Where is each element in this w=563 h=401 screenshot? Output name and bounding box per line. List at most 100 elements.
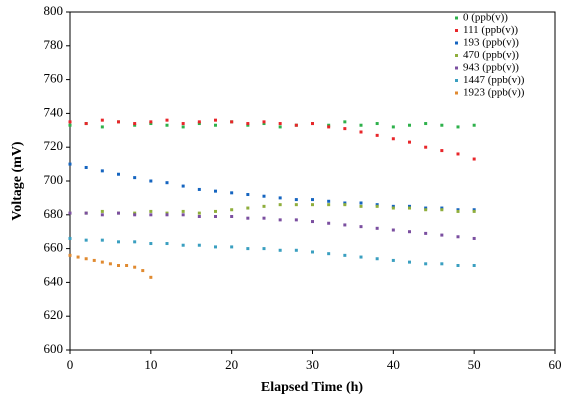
data-point — [84, 238, 88, 242]
legend-label: 470 (ppb(v)) — [463, 49, 519, 61]
data-point — [327, 125, 331, 129]
data-point — [181, 209, 185, 213]
data-point — [149, 242, 153, 246]
legend-label: 1447 (ppb(v)) — [463, 74, 525, 86]
y-tick-label: 760 — [44, 71, 64, 86]
data-point — [100, 169, 104, 173]
data-point — [359, 225, 363, 229]
data-point — [165, 123, 169, 127]
data-point — [456, 208, 460, 212]
y-tick-label: 680 — [44, 206, 64, 221]
y-tick-label: 800 — [44, 3, 64, 18]
data-point — [375, 204, 379, 208]
data-point — [294, 248, 298, 252]
data-point — [133, 211, 137, 215]
data-point — [456, 125, 460, 129]
data-point — [117, 120, 120, 124]
data-point — [84, 257, 88, 261]
data-point — [278, 125, 282, 129]
data-point — [214, 189, 217, 193]
data-point — [214, 118, 217, 122]
data-point — [181, 122, 185, 126]
data-point — [472, 157, 476, 161]
data-point — [100, 238, 104, 242]
legend-label: 1923 (ppb(v)) — [463, 87, 525, 99]
data-point — [359, 201, 363, 205]
data-point — [133, 213, 137, 217]
y-tick-label: 780 — [44, 37, 64, 52]
data-point — [391, 204, 395, 208]
data-point — [68, 253, 72, 257]
data-point — [391, 137, 395, 141]
data-point — [133, 176, 137, 180]
data-point — [375, 257, 379, 261]
data-point — [165, 213, 169, 217]
data-point — [359, 255, 363, 259]
data-point — [214, 245, 217, 249]
data-point — [278, 248, 282, 252]
data-point — [84, 211, 88, 215]
data-point — [165, 211, 169, 215]
data-point — [294, 218, 298, 222]
data-point — [149, 209, 153, 213]
data-point — [262, 120, 266, 124]
data-point — [456, 152, 460, 156]
data-point — [294, 123, 298, 127]
data-point — [359, 130, 363, 134]
data-point — [327, 199, 331, 203]
data-point — [125, 264, 129, 267]
data-point — [76, 255, 80, 259]
data-point — [149, 120, 153, 124]
data-point — [100, 209, 104, 213]
data-point — [100, 213, 104, 217]
data-point — [327, 203, 331, 207]
data-point — [311, 122, 314, 126]
data-point — [214, 123, 217, 127]
data-point — [440, 149, 444, 153]
data-point — [440, 123, 444, 127]
y-tick-label: 620 — [44, 307, 64, 322]
data-point — [197, 214, 201, 218]
data-point — [68, 211, 72, 215]
data-point — [408, 260, 411, 264]
y-axis-label: Voltage (mV) — [10, 141, 25, 221]
data-point — [391, 258, 395, 262]
data-point — [456, 264, 460, 267]
data-point — [472, 209, 476, 213]
data-point — [68, 120, 72, 124]
data-point — [149, 122, 153, 126]
data-point — [133, 265, 137, 269]
data-point — [117, 211, 120, 215]
data-point — [133, 123, 137, 127]
data-point — [391, 228, 395, 232]
data-point — [197, 122, 201, 126]
data-point — [343, 223, 347, 227]
data-point — [92, 258, 96, 262]
data-point — [117, 240, 120, 244]
data-point — [278, 122, 282, 126]
data-point — [375, 226, 379, 230]
y-tick-label: 720 — [44, 138, 64, 153]
data-point — [391, 125, 395, 129]
data-point — [359, 204, 363, 208]
data-point — [294, 198, 298, 202]
data-point — [278, 196, 282, 200]
data-point — [214, 214, 217, 218]
data-point — [440, 206, 444, 210]
data-point — [230, 214, 234, 218]
data-point — [343, 253, 347, 257]
data-point — [68, 123, 72, 127]
data-point — [294, 203, 298, 207]
data-point — [149, 179, 153, 183]
data-point — [100, 125, 104, 129]
data-point — [246, 193, 250, 197]
data-point — [149, 213, 153, 217]
data-point — [311, 198, 314, 202]
x-tick-label: 20 — [225, 357, 238, 372]
data-point — [100, 260, 104, 264]
data-point — [246, 123, 250, 127]
data-point — [327, 252, 331, 256]
data-point — [424, 262, 428, 266]
legend-label: 111 (ppb(v)) — [463, 24, 518, 36]
data-point — [440, 262, 444, 266]
